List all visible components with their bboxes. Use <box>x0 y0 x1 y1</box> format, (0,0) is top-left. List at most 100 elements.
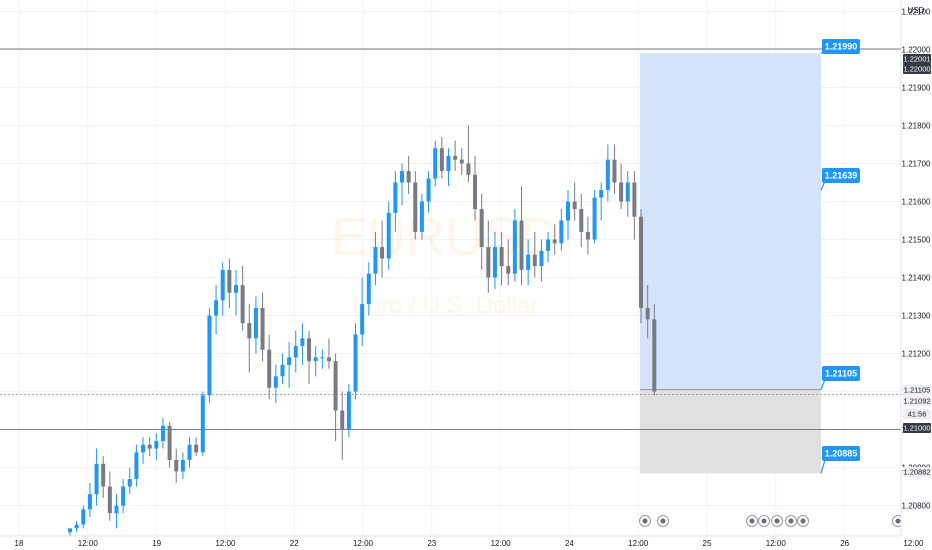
position-badge[interactable]: 1.21105 <box>820 366 860 390</box>
event-marker-icon[interactable] <box>657 515 669 527</box>
badge-label: 1.20885 <box>825 449 858 459</box>
target-zone[interactable] <box>640 53 821 390</box>
candle <box>107 471 112 521</box>
candle-body <box>473 174 478 210</box>
time-tick-label: 23 <box>427 539 436 548</box>
time-tick-label: 12:00 <box>903 539 924 548</box>
price-tag-background <box>903 396 931 406</box>
candle-body <box>526 254 531 270</box>
candle-body <box>519 220 524 270</box>
watermark-symbol: EURUSD <box>331 207 559 267</box>
candle-body <box>260 307 265 350</box>
time-tick-label: 25 <box>703 539 712 548</box>
candle-body <box>605 159 610 191</box>
candle <box>220 262 225 316</box>
event-marker-icon[interactable] <box>746 515 758 527</box>
price-tag-label: 1.22000 <box>903 65 930 74</box>
position-badge[interactable]: 1.20885 <box>820 446 860 474</box>
event-marker-dot <box>660 518 666 524</box>
price-tag-background <box>903 385 931 395</box>
long-position-tool[interactable] <box>640 53 821 474</box>
event-marker-dot <box>895 518 901 524</box>
candle <box>506 239 511 286</box>
candle <box>419 193 424 240</box>
candle-body <box>386 212 391 259</box>
candle <box>320 349 325 369</box>
candle <box>546 231 551 263</box>
candle <box>572 182 577 221</box>
candle-body <box>147 444 152 449</box>
time-tick-label: 26 <box>840 539 849 548</box>
candle <box>566 190 570 240</box>
stop-zone[interactable] <box>640 389 821 474</box>
candle-body <box>68 528 72 533</box>
candle <box>526 239 531 286</box>
event-marker-icon[interactable] <box>758 515 770 527</box>
candle-body <box>307 338 312 362</box>
candle <box>373 231 378 286</box>
candle <box>380 220 385 278</box>
price-axis[interactable]: 1.22100 1.22000 1.21900 1.21800 1.21700 1.216… <box>900 0 932 536</box>
event-marker-dot <box>642 518 648 524</box>
candle <box>400 163 404 206</box>
candle-body <box>127 478 132 487</box>
candle-body <box>220 269 225 301</box>
candle-body <box>240 285 245 324</box>
event-marker-icon[interactable] <box>639 515 651 527</box>
candlesticks <box>68 125 657 536</box>
event-marker-dot <box>774 518 780 524</box>
candle <box>114 494 119 529</box>
candle <box>273 364 278 403</box>
candle-body <box>214 300 219 316</box>
candle <box>326 338 331 369</box>
price-tick-label: 1.20800 <box>902 502 931 511</box>
badge-background <box>822 446 860 461</box>
candle <box>68 528 72 536</box>
position-badge[interactable]: 1.21990 <box>820 39 860 54</box>
price-tag: 1.21000 <box>903 423 931 433</box>
candle-body <box>346 391 351 430</box>
time-axis[interactable]: 18 12:00 19 12:00 22 12:00 23 12:00 24 12:00 25 12:… <box>0 535 932 550</box>
candle-body <box>546 239 551 251</box>
watermark-subtitle: Euro / U.S. Dollar <box>352 292 539 319</box>
candle <box>287 342 292 388</box>
position-badge[interactable]: 1.21639 <box>820 168 860 191</box>
candle-body <box>207 315 212 396</box>
candle-body <box>612 159 617 183</box>
candle-body <box>253 307 258 339</box>
candle-body <box>194 444 199 453</box>
candle-body <box>459 159 464 164</box>
candle-body <box>373 247 378 274</box>
candle <box>214 285 219 335</box>
candle-body <box>81 509 86 525</box>
candle-body <box>134 452 139 479</box>
price-tick-label: 1.21400 <box>902 274 931 283</box>
candle-body <box>645 307 650 320</box>
time-tick-label: 12:00 <box>766 539 787 548</box>
candle <box>492 231 497 289</box>
candle-body <box>227 269 232 293</box>
candle <box>446 148 451 187</box>
price-tick-label: 1.21800 <box>902 121 931 130</box>
candle <box>519 186 524 286</box>
candle <box>360 277 365 346</box>
candle <box>260 292 265 362</box>
time-tick-label: 24 <box>565 539 574 548</box>
time-tick-label: 18 <box>15 539 24 548</box>
price-tag: 1.20882 <box>903 467 931 477</box>
candle <box>87 482 92 517</box>
event-marker-icon[interactable] <box>797 515 809 527</box>
candle <box>552 224 557 255</box>
time-tick-label: 12:00 <box>491 539 512 548</box>
candle-body <box>333 361 338 411</box>
candle <box>121 478 126 514</box>
event-marker-icon[interactable] <box>785 515 797 527</box>
candle-body <box>512 220 517 274</box>
price-tick-label: 1.21500 <box>902 235 931 244</box>
time-tick-label: 22 <box>290 539 299 548</box>
candle <box>512 209 517 282</box>
price-tag-label: 41:56 <box>908 410 927 419</box>
event-marker-icon[interactable] <box>771 515 783 527</box>
time-tick-label: 12:00 <box>628 539 649 548</box>
